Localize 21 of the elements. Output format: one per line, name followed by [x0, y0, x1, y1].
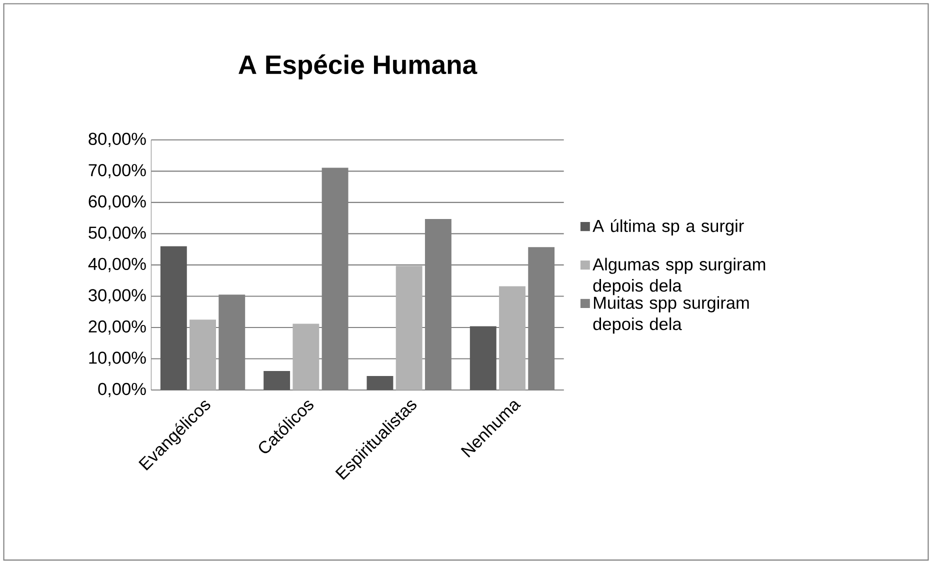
legend-label: Algumas spp surgiram depois dela: [592, 258, 766, 296]
y-tick-label: 40,00%: [88, 258, 146, 272]
y-tick-label: 80,00%: [88, 132, 146, 148]
y-tick-label: 70,00%: [88, 164, 146, 178]
bar: [470, 326, 496, 390]
y-tick-label: 0,00%: [98, 382, 146, 398]
y-tick-label: 30,00%: [88, 289, 146, 304]
legend-label: Muitas spp surgiram depois dela: [593, 296, 749, 334]
y-tick-label: 50,00%: [88, 226, 146, 241]
bar: [499, 286, 526, 390]
y-tick-label: 20,00%: [88, 320, 146, 335]
legend-label: A última sp a surgir: [592, 219, 744, 236]
y-tick-label: 60,00%: [88, 195, 146, 210]
bar: [160, 246, 187, 390]
y-tick-label: 10,00%: [89, 352, 146, 366]
chart-title: A Espécie Humana: [238, 54, 478, 80]
bar: [190, 320, 216, 390]
bar: [396, 266, 422, 390]
bar: [264, 371, 290, 390]
bar: [292, 324, 320, 390]
bar: [366, 376, 394, 390]
